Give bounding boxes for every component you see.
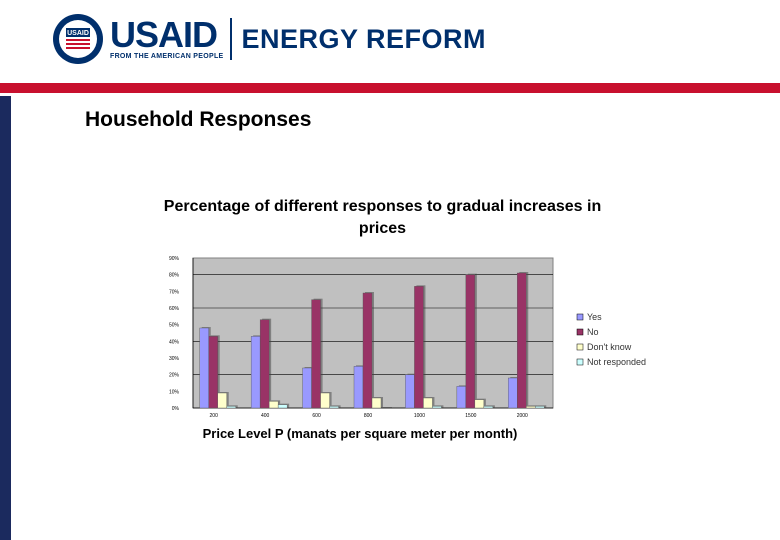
bar-not-responded bbox=[432, 406, 442, 409]
legend-label: Don't know bbox=[587, 342, 632, 352]
legend-label: Not responded bbox=[587, 357, 646, 367]
y-tick-label: 60% bbox=[169, 306, 180, 312]
seal-text: USAID bbox=[67, 30, 89, 37]
x-axis-title: Price Level P (manats per square meter p… bbox=[202, 426, 518, 441]
bar-yes bbox=[508, 377, 518, 409]
x-tick-label: 200 bbox=[210, 413, 219, 419]
brand-name: USAID bbox=[110, 14, 218, 55]
bar-don-t-know bbox=[268, 401, 279, 409]
bar-no bbox=[311, 299, 321, 409]
bar-not-responded bbox=[483, 406, 494, 409]
bar-no bbox=[465, 274, 476, 409]
bar-not-responded bbox=[329, 406, 339, 409]
chart-title: Percentage of different responses to gra… bbox=[163, 198, 602, 237]
legend-swatch bbox=[576, 343, 584, 351]
x-tick-label: 400 bbox=[261, 413, 270, 419]
brand-block: USAID FROM THE AMERICAN PEOPLE bbox=[110, 14, 224, 61]
bar-yes bbox=[456, 386, 467, 409]
left-accent-bar bbox=[0, 96, 11, 540]
bar-yes bbox=[353, 366, 364, 409]
legend-swatch bbox=[576, 313, 584, 321]
bar-not-responded bbox=[535, 406, 545, 409]
x-tick-label: 800 bbox=[364, 413, 373, 419]
y-tick-label: 40% bbox=[169, 339, 180, 345]
bar-yes bbox=[405, 374, 415, 409]
bar-don-t-know bbox=[320, 392, 330, 409]
bar-not-responded bbox=[277, 404, 288, 409]
bar-not-responded bbox=[226, 406, 236, 409]
bar-chart: 0% 10% 20% 30% 40% 50% 60% 70% 80% 90% 200 400 600 80… bbox=[169, 256, 646, 419]
header-divider bbox=[229, 18, 232, 60]
y-tick-label: 80% bbox=[169, 273, 180, 279]
bar-no bbox=[414, 286, 424, 409]
x-tick-label: 1500 bbox=[465, 413, 476, 419]
x-tick-label: 2000 bbox=[517, 413, 528, 419]
y-tick-label: 90% bbox=[169, 256, 180, 262]
bar-don-t-know bbox=[474, 399, 485, 409]
bar-don-t-know bbox=[526, 406, 536, 409]
legend-swatch bbox=[576, 328, 584, 336]
y-tick-label: 20% bbox=[169, 373, 180, 379]
bar-yes bbox=[199, 327, 209, 409]
header: USAID USAID FROM THE AMERICAN PEOPLE ENE… bbox=[52, 8, 752, 70]
x-tick-label: 600 bbox=[312, 413, 321, 419]
bar-no bbox=[259, 319, 270, 409]
bar-don-t-know bbox=[371, 397, 382, 409]
bar-no bbox=[208, 336, 218, 409]
header-red-rule bbox=[0, 83, 780, 93]
y-tick-label: 30% bbox=[169, 356, 180, 362]
bar-don-t-know bbox=[217, 392, 227, 409]
brand-tagline: FROM THE AMERICAN PEOPLE bbox=[110, 53, 224, 60]
x-tick-label: 1000 bbox=[414, 413, 425, 419]
bar-shadow bbox=[383, 407, 392, 408]
bar-yes bbox=[302, 367, 312, 409]
program-name: ENERGY REFORM bbox=[241, 23, 487, 54]
bar-yes bbox=[250, 336, 261, 409]
y-tick-label: 50% bbox=[169, 323, 180, 329]
bar-no bbox=[517, 272, 527, 409]
bar-don-t-know bbox=[423, 397, 433, 409]
legend-label: No bbox=[587, 327, 599, 337]
slide-title: Household Responses bbox=[85, 108, 312, 131]
bar-no bbox=[362, 292, 373, 409]
usaid-seal-logo: USAID bbox=[52, 13, 104, 65]
y-tick-label: 0% bbox=[172, 406, 180, 412]
y-tick-label: 10% bbox=[169, 389, 180, 395]
legend-swatch bbox=[576, 358, 584, 366]
y-tick-label: 70% bbox=[169, 289, 180, 295]
legend-label: Yes bbox=[587, 312, 602, 322]
